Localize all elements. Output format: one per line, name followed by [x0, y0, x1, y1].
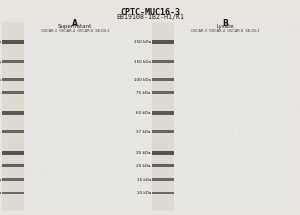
Bar — [2, 78, 24, 81]
Bar — [152, 130, 174, 133]
Text: B: B — [222, 19, 228, 28]
Bar — [152, 178, 174, 181]
Bar — [2, 22, 148, 211]
Bar — [2, 111, 24, 115]
Bar — [152, 91, 174, 94]
Bar — [2, 91, 24, 94]
Text: A: A — [72, 19, 78, 28]
Text: 150 kDa: 150 kDa — [134, 60, 151, 64]
Text: 20 kDa: 20 kDa — [136, 164, 151, 168]
Bar — [2, 130, 24, 133]
Text: 75 kDa: 75 kDa — [0, 91, 1, 95]
Text: Supernatant: Supernatant — [58, 24, 92, 29]
Text: 20 kDa: 20 kDa — [0, 164, 1, 168]
Bar — [152, 78, 174, 81]
Bar — [174, 22, 298, 211]
Bar — [2, 151, 24, 155]
Bar — [152, 40, 174, 44]
Bar — [24, 22, 148, 211]
Text: EB19108-1B2-H1/K1: EB19108-1B2-H1/K1 — [116, 14, 184, 20]
Text: 160 kDa: 160 kDa — [0, 60, 1, 64]
Text: 25 kDa: 25 kDa — [0, 151, 1, 155]
Bar — [2, 164, 24, 167]
Bar — [152, 164, 174, 167]
Bar — [152, 111, 174, 115]
Text: 15 kDa: 15 kDa — [136, 178, 151, 182]
Text: 25 kDa: 25 kDa — [136, 151, 151, 155]
Bar — [2, 60, 24, 63]
Bar — [152, 22, 298, 211]
Text: 37 kDa: 37 kDa — [136, 130, 151, 134]
Text: 100 kDa: 100 kDa — [134, 78, 151, 82]
Text: 250 kDa: 250 kDa — [134, 40, 151, 44]
Bar — [152, 151, 174, 155]
Text: OVCAR-3  OVCAR-4  OVCAR-8  SK-OV-3: OVCAR-3 OVCAR-4 OVCAR-8 SK-OV-3 — [191, 29, 259, 33]
Text: 50 kDa: 50 kDa — [0, 111, 1, 115]
Text: 10 kDa: 10 kDa — [0, 191, 1, 195]
Text: 10 kDa: 10 kDa — [136, 191, 151, 195]
Text: 15 kDa: 15 kDa — [0, 178, 1, 182]
Text: 75 kDa: 75 kDa — [136, 91, 151, 95]
Text: OVCAR-3  OVCAR-4  OVCAR-8  SK-OV-3: OVCAR-3 OVCAR-4 OVCAR-8 SK-OV-3 — [41, 29, 109, 33]
Text: 250 kDa: 250 kDa — [0, 40, 1, 44]
Text: 100 kDa: 100 kDa — [0, 78, 1, 82]
Bar — [2, 40, 24, 44]
Text: CPTC-MUC16-3: CPTC-MUC16-3 — [120, 8, 180, 17]
Bar — [2, 178, 24, 181]
Bar — [152, 60, 174, 63]
Bar — [2, 192, 24, 194]
Text: Lysate: Lysate — [216, 24, 234, 29]
Text: 60 kDa: 60 kDa — [136, 111, 151, 115]
Bar — [152, 192, 174, 194]
Text: 37 kDa: 37 kDa — [0, 130, 1, 134]
